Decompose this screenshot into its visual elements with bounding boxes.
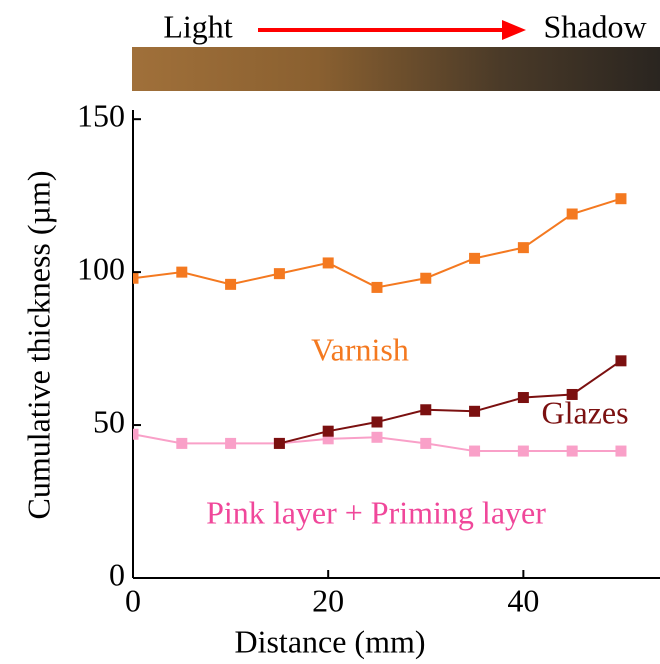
point	[225, 438, 236, 449]
point	[274, 438, 285, 449]
series-line	[133, 199, 621, 288]
point	[371, 417, 382, 428]
point	[420, 273, 431, 284]
point	[518, 242, 529, 253]
series-label: Pink layer + Priming layer	[206, 494, 546, 530]
point	[176, 438, 187, 449]
y-tick-label: 100	[77, 250, 125, 286]
point	[323, 426, 334, 437]
light-label: Light	[163, 8, 232, 44]
point	[469, 446, 480, 457]
series-label: Glazes	[541, 394, 628, 430]
point	[518, 392, 529, 403]
point	[128, 429, 139, 440]
shade-bar	[132, 47, 660, 91]
point	[567, 446, 578, 457]
point	[469, 406, 480, 417]
point	[323, 257, 334, 268]
point	[128, 273, 139, 284]
point	[615, 355, 626, 366]
y-tick-label: 50	[93, 403, 125, 439]
series-label: Varnish	[311, 331, 409, 367]
point	[420, 438, 431, 449]
point	[371, 282, 382, 293]
point	[567, 209, 578, 220]
y-tick-label: 0	[109, 556, 125, 592]
y-tick-label: 150	[77, 98, 125, 134]
point	[518, 446, 529, 457]
point	[615, 193, 626, 204]
point	[176, 267, 187, 278]
point	[420, 404, 431, 415]
x-tick-label: 40	[507, 582, 539, 618]
point	[225, 279, 236, 290]
point	[615, 446, 626, 457]
x-tick-label: 0	[125, 582, 141, 618]
point	[371, 432, 382, 443]
x-axis-label: Distance (mm)	[234, 623, 425, 659]
y-axis-label: Cumulative thickness (µm)	[20, 170, 56, 519]
point	[469, 253, 480, 264]
chart: Light Shadow Distance (mm) Cumulative th…	[0, 0, 660, 664]
x-tick-label: 20	[312, 582, 344, 618]
arrow-head	[502, 20, 526, 40]
shadow-label: Shadow	[543, 8, 646, 44]
point	[274, 268, 285, 279]
